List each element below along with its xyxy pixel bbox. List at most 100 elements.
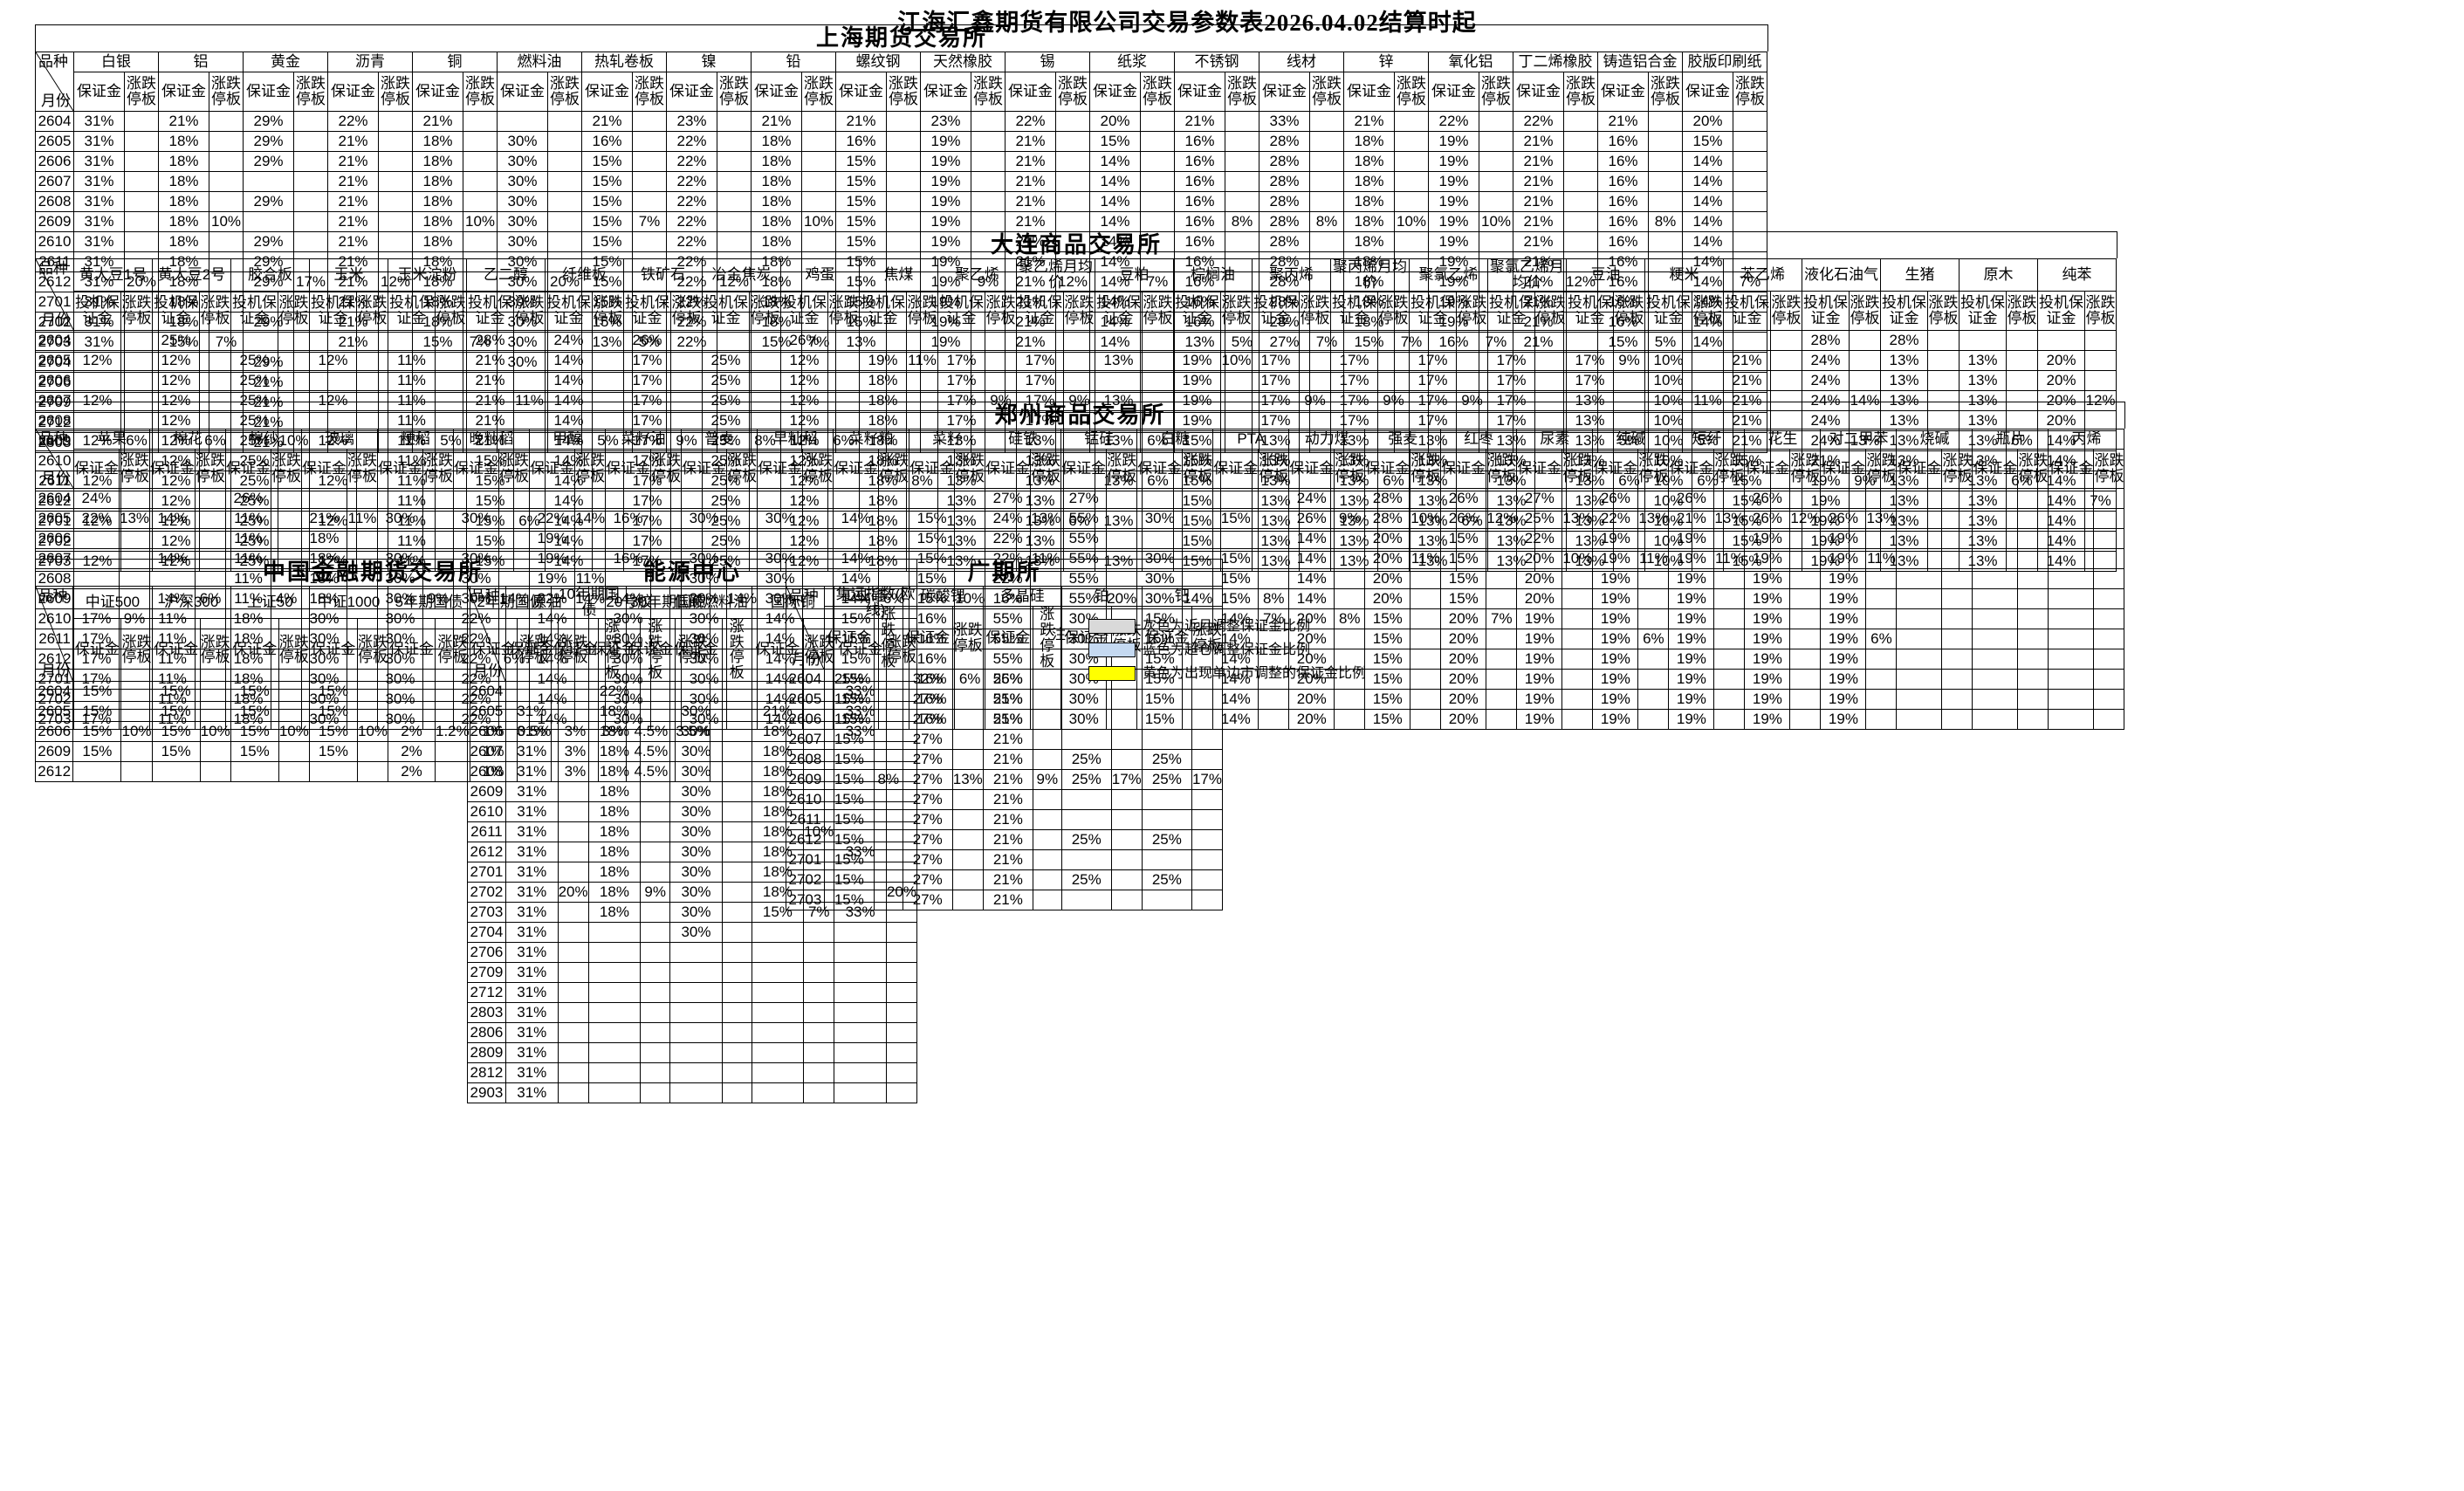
- margin-cell: 15%: [835, 151, 887, 172]
- margin-cell: 17%: [1330, 369, 1378, 391]
- margin-cell: 2%: [388, 721, 436, 743]
- margin-header: 投机保证金: [545, 290, 593, 331]
- margin-cell: [1060, 729, 1112, 751]
- margin-cell: 24%: [1288, 488, 1335, 509]
- month-cell: 2701: [467, 862, 506, 883]
- limit-cell: [2093, 568, 2125, 589]
- margin-cell: [1016, 329, 1064, 351]
- month-cell: 2605: [35, 131, 74, 152]
- limit-cell: [1713, 488, 1746, 509]
- limit-cell: [640, 1082, 671, 1104]
- margin-cell: 20%: [1440, 689, 1487, 710]
- margin-cell: 31%: [504, 862, 559, 883]
- limit-cell: 7%: [632, 211, 667, 232]
- margin-cell: [1141, 890, 1192, 911]
- product-header: 聚乙烯月均价: [1016, 258, 1095, 292]
- month-cell: 2612: [34, 761, 74, 783]
- limit-cell: 1.2%: [434, 721, 470, 743]
- margin-cell: 25%: [702, 409, 750, 431]
- limit-cell: [1713, 608, 1746, 629]
- margin-header: 保证金: [982, 605, 1033, 670]
- limit-cell: [356, 741, 389, 763]
- product-header: 烧碱: [1896, 429, 1973, 450]
- margin-cell: [1820, 488, 1867, 509]
- product-header: 工业硅: [823, 586, 903, 607]
- limit-cell: [271, 508, 303, 529]
- margin-header: 保证金: [308, 617, 359, 683]
- margin-cell: 21%: [982, 829, 1033, 851]
- margin-cell: 18%: [1343, 191, 1395, 212]
- product-header: 短纤: [1668, 429, 1746, 450]
- limit-cell: 7%: [1486, 608, 1518, 629]
- margin-cell: [669, 681, 723, 703]
- margin-cell: 17%: [1409, 409, 1457, 431]
- limit-cell: [803, 942, 835, 964]
- limit-cell: 12%: [1789, 508, 1822, 529]
- margin-header: 投机保证金: [466, 290, 514, 331]
- limit-cell: [650, 568, 683, 589]
- limit-cell: [726, 488, 758, 509]
- limit-cell: [670, 349, 703, 371]
- margin-cell: 28%: [1880, 329, 1928, 351]
- limit-cell: [1377, 369, 1410, 391]
- limit-cell: [199, 761, 231, 783]
- margin-cell: 15%: [1440, 568, 1487, 589]
- margin-cell: 31%: [504, 1062, 559, 1084]
- limit-cell: [557, 721, 589, 743]
- margin-cell: [301, 488, 348, 509]
- product-header: 沪深300: [151, 586, 231, 619]
- limit-cell: [717, 191, 752, 212]
- margin-cell: [1060, 709, 1112, 731]
- margin-cell: [1141, 849, 1192, 871]
- margin-cell: 17%: [1409, 389, 1457, 411]
- margin-cell: 16%: [1174, 231, 1225, 252]
- margin-cell: 25%: [230, 409, 278, 431]
- margin-cell: 21%: [327, 231, 379, 252]
- margin-cell: 28%: [466, 329, 514, 351]
- limit-cell: [195, 528, 227, 549]
- margin-cell: 14%: [1089, 171, 1141, 192]
- margin-cell: 18%: [587, 741, 642, 763]
- margin-cell: 31%: [504, 761, 559, 783]
- margin-cell: [388, 701, 436, 723]
- margin-cell: 15%: [581, 191, 633, 212]
- legend-item: 黄色为出现单边市调整的保证金比例: [1088, 661, 1366, 682]
- limit-cell: [803, 1062, 835, 1084]
- limit-cell: [721, 1002, 752, 1024]
- margin-cell: 15%: [823, 749, 875, 771]
- limit-cell: [434, 701, 470, 723]
- month-cell: 2604: [35, 488, 74, 509]
- margin-cell: 21%: [1723, 409, 1771, 431]
- limit-cell: [1106, 508, 1138, 529]
- margin-cell: 25%: [1060, 829, 1112, 851]
- margin-cell: 24%: [1802, 409, 1850, 431]
- limit-cell: [120, 349, 153, 371]
- margin-cell: 24%: [545, 329, 593, 351]
- limit-cell: 6%: [1637, 629, 1670, 649]
- limit-cell: [1733, 191, 1767, 212]
- margin-cell: 18%: [751, 151, 802, 172]
- header-row-metrics: 保证金 涨跌停板 保证金 涨跌停板 保证金 涨跌停板 保证金 涨跌停板 保证金 涨跌停板 保证金 涨跌…: [36, 72, 1767, 112]
- limit-cell: [1334, 709, 1366, 730]
- limit-cell: [1182, 528, 1214, 549]
- product-header: 粳稻: [377, 429, 455, 450]
- margin-cell: 26%: [1744, 488, 1791, 509]
- limit-cell: [1140, 111, 1175, 132]
- limit-cell: 20%: [557, 882, 589, 904]
- limit-cell: [640, 1042, 671, 1064]
- limit-cell: [498, 488, 531, 509]
- margin-cell: [2048, 548, 2095, 569]
- margin-cell: 18%: [587, 801, 642, 823]
- limit-cell: [954, 528, 986, 549]
- limit-cell: [422, 508, 455, 529]
- month-cell: 2612: [467, 842, 506, 863]
- product-header: 纸浆: [1089, 52, 1175, 72]
- margin-cell: [149, 488, 196, 509]
- margin-cell: 25%: [1060, 869, 1112, 891]
- margin-cell: [2048, 629, 2095, 649]
- margin-cell: [681, 488, 728, 509]
- margin-cell: [1896, 508, 1943, 529]
- limit-header: 涨跌停板: [557, 617, 589, 683]
- limit-cell: [1191, 689, 1224, 711]
- limit-cell: [1927, 369, 1960, 391]
